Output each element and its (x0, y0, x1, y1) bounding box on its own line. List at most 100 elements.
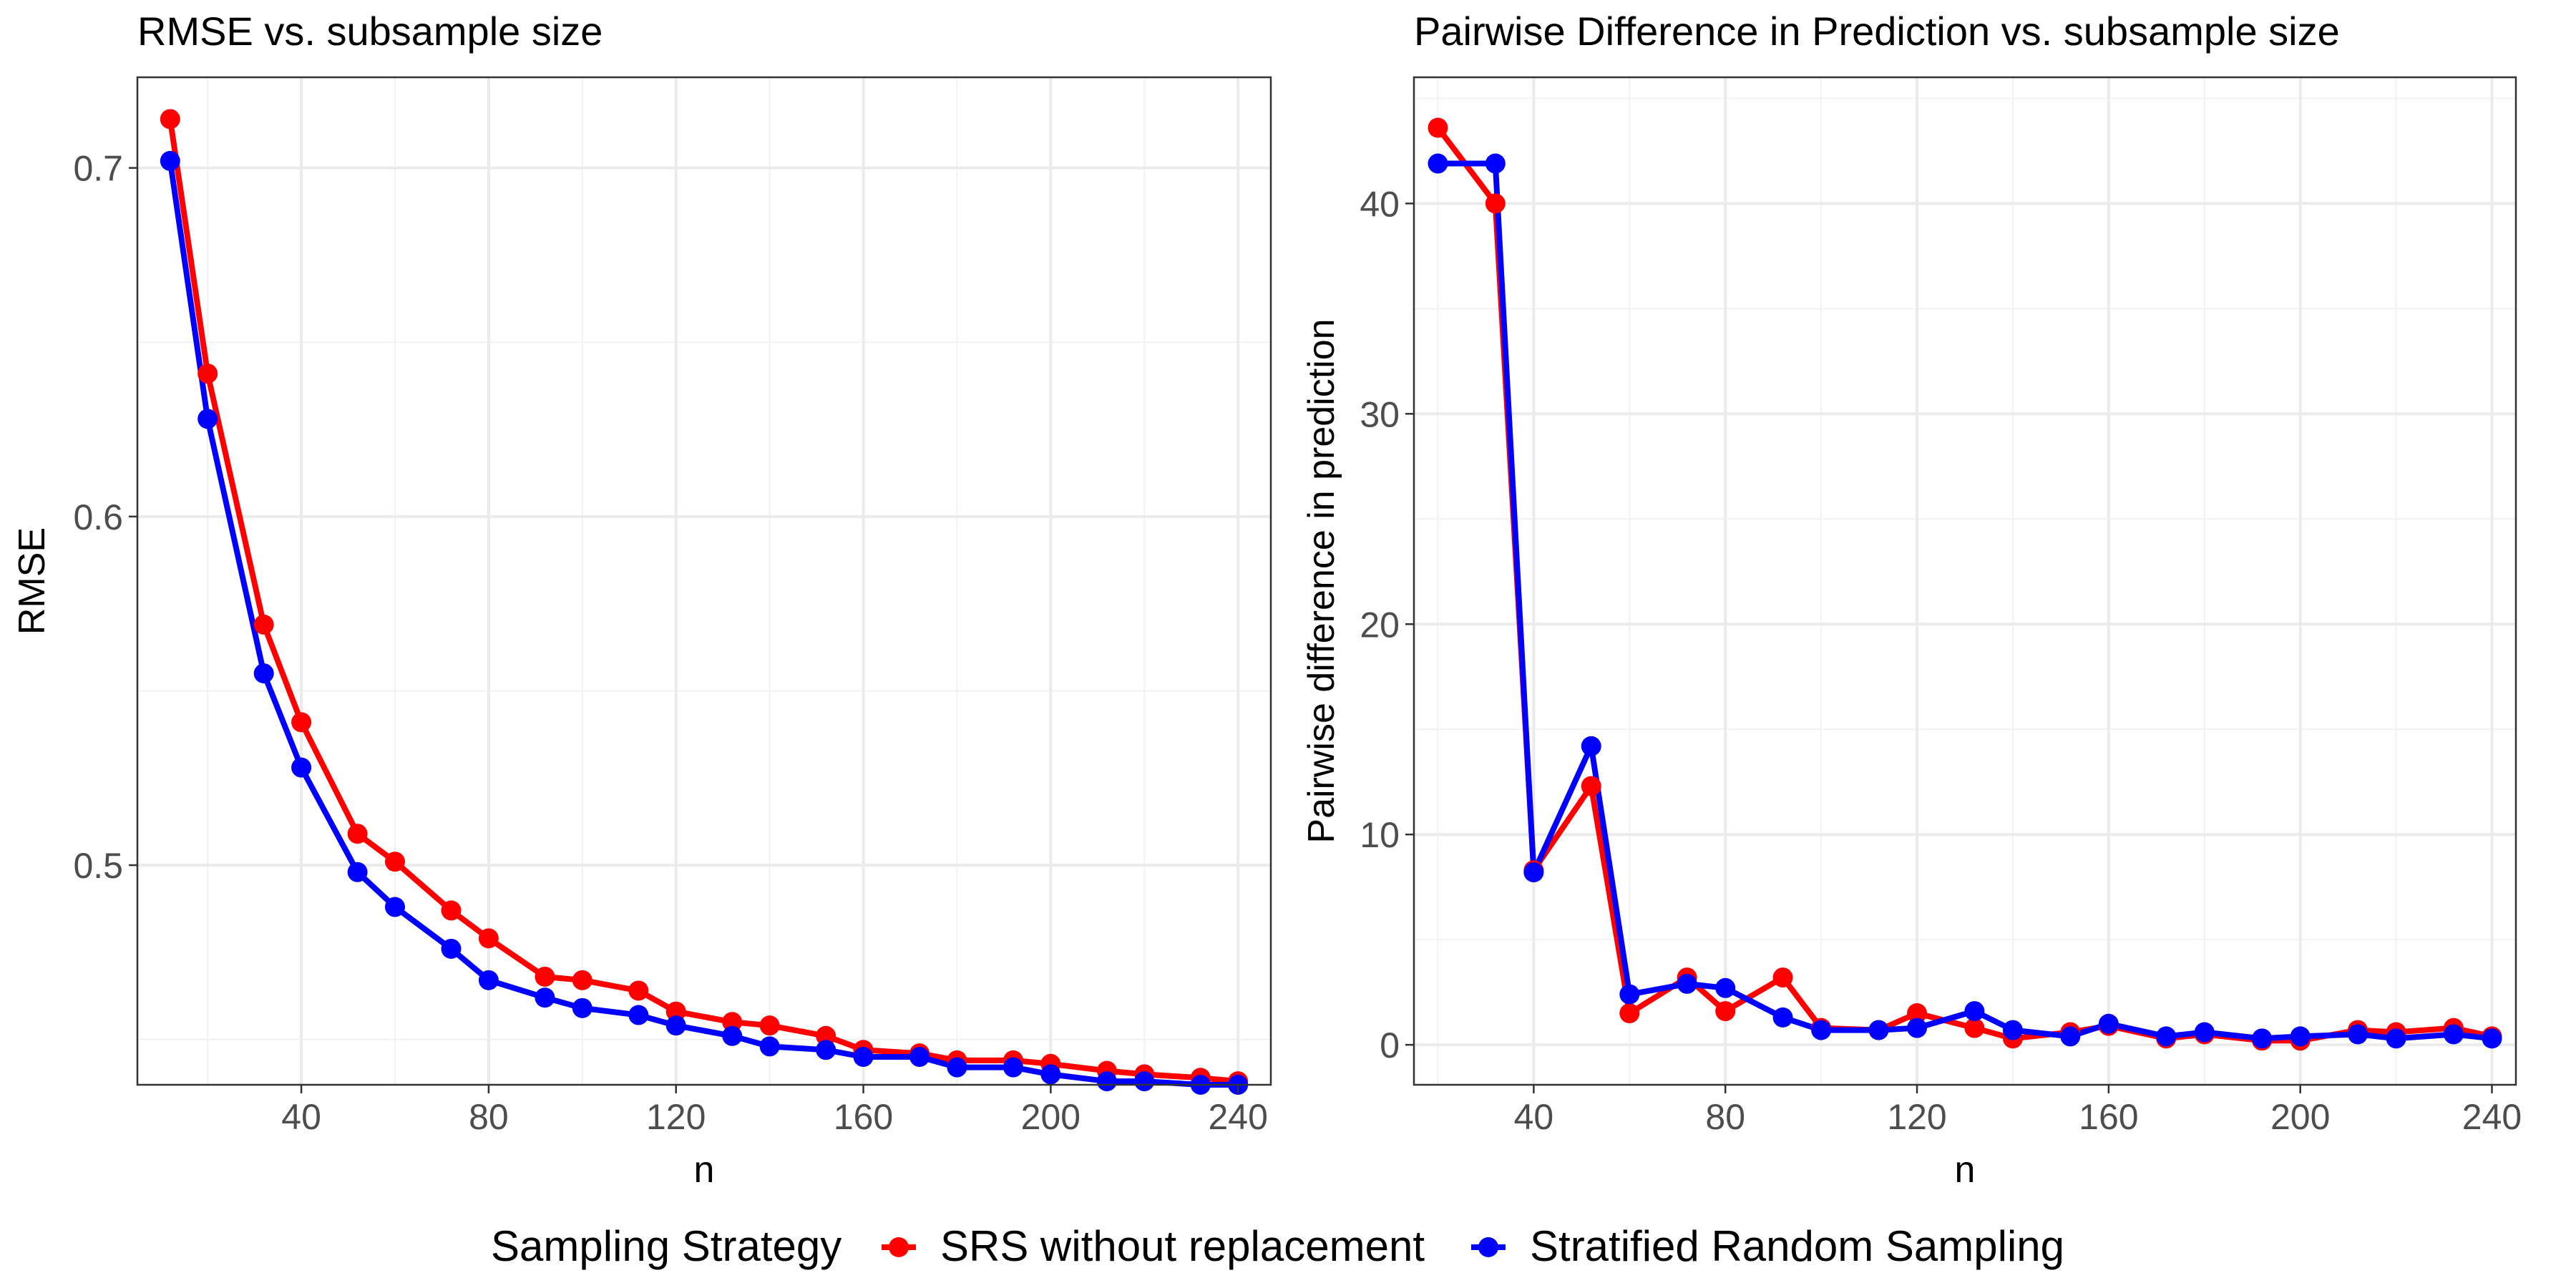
panel-pairwise-point-srs (1428, 117, 1448, 138)
panel-rmse-point-srs (441, 900, 462, 921)
panel-pairwise-point-stratified (1581, 736, 1601, 756)
panel-rmse-point-srs (253, 614, 274, 635)
panel-rmse-point-stratified (1096, 1071, 1117, 1092)
panel-rmse-y-tick-label: 0.7 (73, 149, 123, 189)
panel-pairwise-x-tick-label: 200 (2270, 1097, 2330, 1137)
panel-pairwise-point-stratified (1428, 153, 1448, 174)
panel-rmse-point-srs (722, 1012, 743, 1033)
panel-rmse-gridlines (137, 77, 1271, 1085)
panel-pairwise-x-tick-label: 160 (2079, 1097, 2138, 1137)
panel-pairwise-x-tick-label: 40 (1514, 1097, 1554, 1137)
panel-rmse-point-stratified (947, 1057, 967, 1078)
panel-rmse-x-tick-label: 120 (646, 1097, 706, 1137)
panel-rmse-point-stratified (722, 1025, 743, 1046)
panel-pairwise-point-stratified (1619, 984, 1640, 1005)
panel-pairwise-y-tick-label: 0 (1380, 1025, 1400, 1065)
panel-pairwise-y-label: Pairwise difference in prediction (1301, 318, 1342, 843)
panel-pairwise-point-stratified (1485, 153, 1506, 174)
panel-pairwise-point-srs (1485, 193, 1506, 214)
panel-pairwise-point-stratified (1907, 1018, 1928, 1038)
panel-pairwise-point-stratified (1964, 1001, 1985, 1022)
panel-pairwise-point-stratified (2156, 1026, 2177, 1047)
panel-rmse-point-stratified (160, 150, 180, 171)
panel-rmse-x-tick-label: 40 (281, 1097, 321, 1137)
legend: Sampling Strategy SRS without replacemen… (491, 1222, 2064, 1270)
panel-rmse-point-stratified (441, 938, 462, 959)
panel-rmse-point-srs (628, 980, 649, 1001)
panel-rmse-y-label: RMSE (11, 527, 53, 635)
panel-rmse-point-srs (291, 712, 312, 733)
panel-rmse-point-stratified (291, 757, 312, 778)
panel-pairwise-point-srs (1907, 1003, 1928, 1024)
legend-title: Sampling Strategy (491, 1222, 841, 1270)
legend-item-srs: SRS without replacement (882, 1222, 1425, 1270)
panel-rmse-title: RMSE vs. subsample size (137, 9, 602, 54)
panel-pairwise-point-srs (1581, 776, 1601, 796)
panel-pairwise-y-tick-label: 10 (1360, 815, 1400, 855)
panel-pairwise-point-srs (1964, 1018, 1985, 1038)
panel-pairwise-x-tick-label: 120 (1887, 1097, 1946, 1137)
panel-pairwise-y-tick-label: 20 (1360, 605, 1400, 645)
legend-swatch-srs-point (889, 1237, 909, 1257)
panel-rmse-point-srs (160, 109, 180, 130)
panel-rmse-point-stratified (628, 1005, 649, 1025)
panel-rmse-point-stratified (759, 1036, 780, 1057)
panel-pairwise-ticks: 40 80 120 160 200 240 0 10 20 30 40 (1360, 184, 2522, 1137)
panel-pairwise-point-stratified (1868, 1020, 1889, 1040)
panel-rmse-point-srs (385, 852, 405, 872)
panel-rmse-point-stratified (347, 862, 368, 882)
panel-rmse-point-stratified (909, 1047, 930, 1068)
panel-rmse-series (160, 109, 1249, 1095)
panel-pairwise-x-tick-label: 240 (2462, 1097, 2522, 1137)
panel-rmse-point-stratified (816, 1040, 836, 1060)
panel-rmse-point-srs (197, 364, 218, 384)
panel-pairwise-x-tick-label: 80 (1705, 1097, 1745, 1137)
panel-rmse-point-stratified (665, 1015, 686, 1036)
panel-rmse-ticks: 40 80 120 160 200 240 0.5 0.6 0.7 (73, 149, 1267, 1137)
panel-pairwise-point-stratified (1523, 862, 1544, 883)
panel-pairwise-point-stratified (2060, 1026, 2081, 1047)
panel-pairwise-point-srs (1619, 1003, 1640, 1024)
panel-rmse-point-stratified (853, 1047, 874, 1068)
panel-rmse-y-tick-label: 0.6 (73, 497, 123, 537)
panel-pairwise-line-srs (1435, 126, 2493, 1044)
panel-pairwise-point-stratified (1772, 1007, 1793, 1028)
panel-rmse-point-srs (478, 928, 499, 949)
panel-rmse-point-stratified (197, 409, 218, 429)
panel-pairwise-y-tick-label: 30 (1360, 394, 1400, 434)
panel-pairwise-point-srs (1772, 967, 1793, 988)
legend-label-srs: SRS without replacement (940, 1222, 1425, 1270)
panel-rmse-point-stratified (1134, 1071, 1155, 1092)
panel-rmse-x-label: n (694, 1149, 715, 1191)
panel-pairwise-title: Pairwise Difference in Prediction vs. su… (1414, 9, 2340, 54)
panel-rmse-point-stratified (1040, 1064, 1061, 1085)
panel-pairwise-x-label: n (1955, 1149, 1976, 1191)
panel-rmse-x-tick-label: 240 (1208, 1097, 1267, 1137)
panel-rmse-x-tick-label: 200 (1021, 1097, 1080, 1137)
panel-pairwise-gridlines (1414, 77, 2516, 1085)
legend-label-stratified: Stratified Random Sampling (1530, 1222, 2064, 1270)
panel-pairwise-point-stratified (2290, 1026, 2311, 1047)
panel-pairwise-point-stratified (1811, 1020, 1832, 1040)
panel-rmse-point-srs (816, 1025, 836, 1046)
panel-pairwise-point-stratified (2348, 1024, 2368, 1045)
panel-rmse-line-srs (167, 118, 1239, 1085)
panel-pairwise-point-stratified (2098, 1013, 2119, 1034)
panel-pairwise-point-stratified (2443, 1024, 2464, 1045)
panel-rmse-point-stratified (572, 997, 592, 1018)
legend-swatch-stratified-point (1478, 1237, 1498, 1257)
panel-rmse-x-tick-label: 160 (834, 1097, 893, 1137)
panel-rmse-point-srs (759, 1015, 780, 1036)
panel-pairwise-point-srs (1715, 1001, 1736, 1022)
panel-pairwise-point-stratified (2386, 1028, 2406, 1049)
panel-pairwise-point-stratified (2194, 1022, 2215, 1043)
legend-item-stratified: Stratified Random Sampling (1471, 1222, 2064, 1270)
panel-rmse: RMSE vs. subsample size 40 80 120 160 200 240… (11, 9, 1272, 1191)
panel-rmse-border (136, 76, 1272, 1086)
panel-pairwise-line-stratified (1438, 160, 2492, 1042)
panel-pairwise-point-stratified (1677, 973, 1697, 994)
panel-rmse-point-srs (535, 966, 555, 987)
panel-pairwise-point-stratified (2002, 1020, 2023, 1040)
panel-rmse-point-srs (347, 824, 368, 844)
panel-rmse-point-stratified (253, 663, 274, 684)
